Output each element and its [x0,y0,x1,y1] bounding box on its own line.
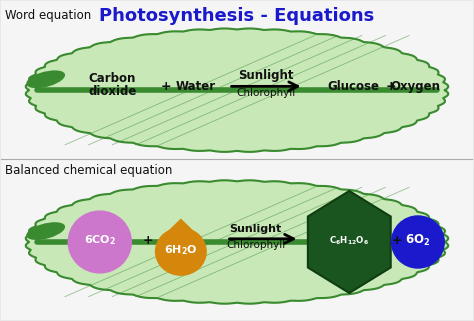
FancyBboxPatch shape [0,159,474,320]
Ellipse shape [391,215,445,269]
Text: Chlorophyll: Chlorophyll [237,88,296,98]
Text: $\mathbf{6CO_2}$: $\mathbf{6CO_2}$ [83,233,116,247]
Text: Sunlight: Sunlight [229,224,282,234]
Polygon shape [161,219,201,238]
Text: dioxide: dioxide [88,85,137,98]
Text: Water: Water [175,80,216,93]
Text: Chlorophyll: Chlorophyll [226,240,285,250]
Ellipse shape [29,30,445,151]
Ellipse shape [29,181,445,303]
Text: $\mathbf{C_6H_{12}O_6}$: $\mathbf{C_6H_{12}O_6}$ [329,234,369,247]
Text: Word equation: Word equation [5,9,91,22]
Text: +: + [161,80,172,93]
FancyBboxPatch shape [0,1,474,159]
Text: Glucose: Glucose [328,80,380,93]
Text: Oxygen: Oxygen [391,80,441,93]
Text: $\mathbf{6H_2O}$: $\mathbf{6H_2O}$ [164,243,198,257]
Text: $\mathbf{6O_2}$: $\mathbf{6O_2}$ [405,233,430,248]
Text: +: + [385,80,396,93]
Text: +: + [142,234,153,247]
Text: Carbon: Carbon [89,73,136,85]
Ellipse shape [26,222,65,240]
Polygon shape [26,180,448,304]
Text: +: + [392,234,402,247]
Text: Photosynthesis - Equations: Photosynthesis - Equations [100,7,374,25]
Ellipse shape [155,227,207,276]
Polygon shape [308,191,391,293]
Polygon shape [26,29,448,152]
Text: Balanced chemical equation: Balanced chemical equation [5,164,173,177]
Ellipse shape [26,70,65,88]
Text: Sunlight: Sunlight [238,69,294,82]
Ellipse shape [67,211,132,273]
